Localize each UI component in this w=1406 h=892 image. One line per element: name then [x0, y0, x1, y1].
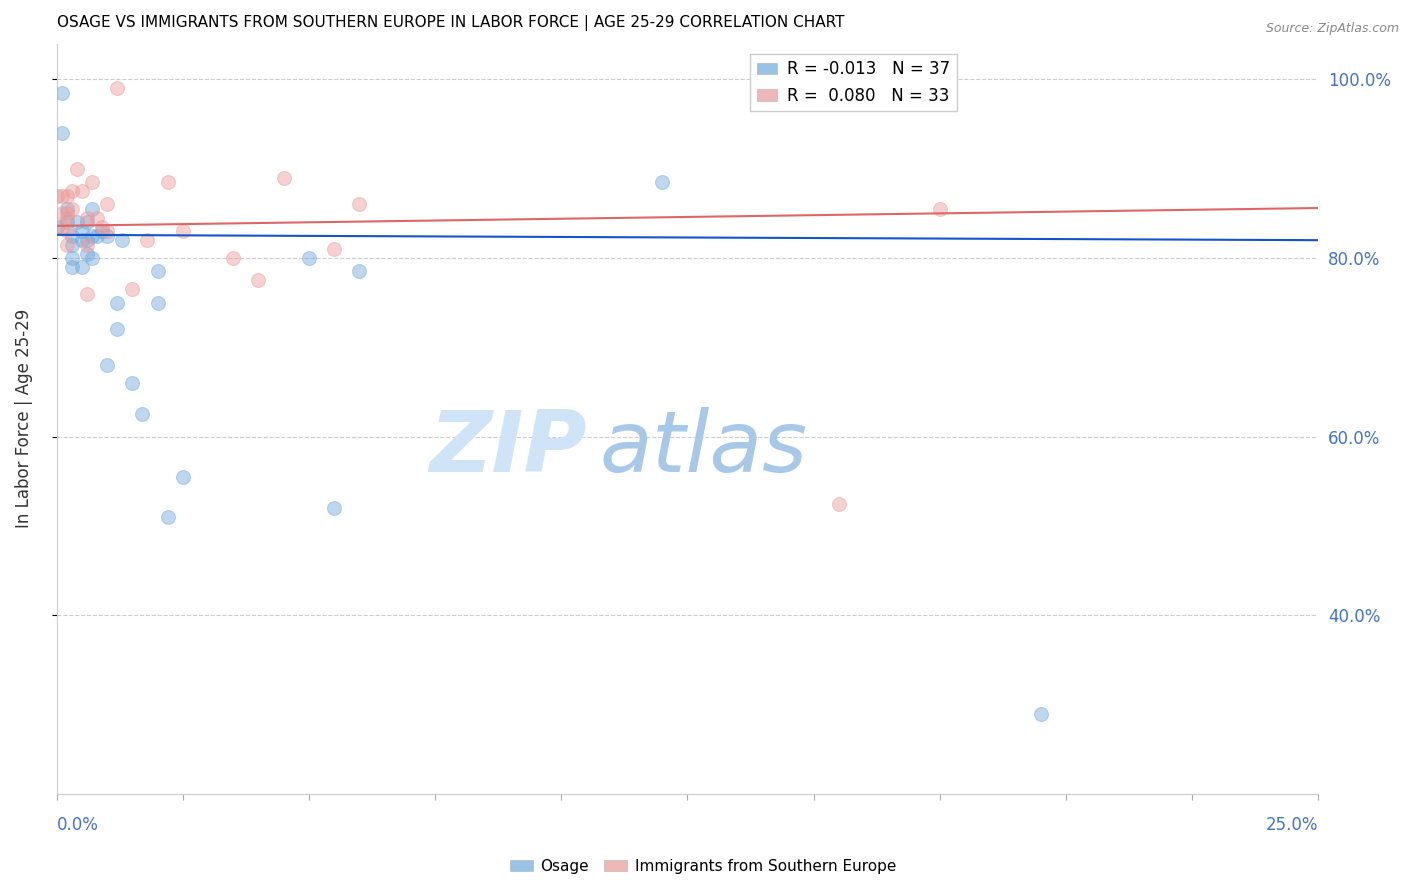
Point	[349, 264, 371, 278]
Point	[60, 251, 83, 265]
Point	[76, 286, 98, 301]
Point	[70, 224, 93, 238]
Point	[298, 251, 321, 265]
Point	[70, 184, 93, 198]
Legend: Osage, Immigrants from Southern Europe: Osage, Immigrants from Southern Europe	[503, 853, 903, 880]
Point	[55, 202, 77, 216]
Point	[105, 81, 128, 95]
Point	[86, 211, 108, 225]
Point	[323, 242, 346, 256]
Point	[51, 206, 73, 220]
Point	[60, 202, 83, 216]
Point	[55, 215, 77, 229]
Point	[60, 260, 83, 274]
Point	[273, 170, 295, 185]
Text: Source: ZipAtlas.com: Source: ZipAtlas.com	[1265, 22, 1399, 36]
Point	[55, 188, 77, 202]
Point	[45, 188, 67, 202]
Text: 25.0%: 25.0%	[1265, 816, 1319, 834]
Point	[55, 237, 77, 252]
Point	[51, 188, 73, 202]
Point	[76, 215, 98, 229]
Point	[1029, 706, 1052, 721]
Point	[60, 228, 83, 243]
Point	[146, 295, 169, 310]
Point	[146, 264, 169, 278]
Point	[51, 126, 73, 140]
Point	[96, 197, 118, 211]
Point	[828, 497, 851, 511]
Text: atlas: atlas	[599, 408, 807, 491]
Point	[60, 237, 83, 252]
Point	[55, 224, 77, 238]
Point	[76, 233, 98, 247]
Point	[105, 322, 128, 336]
Point	[66, 161, 89, 176]
Point	[80, 251, 103, 265]
Point	[111, 233, 134, 247]
Point	[45, 219, 67, 234]
Point	[121, 376, 143, 390]
Point	[156, 510, 179, 524]
Point	[76, 237, 98, 252]
Point	[96, 224, 118, 238]
Point	[80, 228, 103, 243]
Point	[66, 215, 89, 229]
Point	[70, 260, 93, 274]
Point	[928, 202, 950, 216]
Point	[222, 251, 245, 265]
Point	[55, 206, 77, 220]
Text: OSAGE VS IMMIGRANTS FROM SOUTHERN EUROPE IN LABOR FORCE | AGE 25-29 CORRELATION : OSAGE VS IMMIGRANTS FROM SOUTHERN EUROPE…	[56, 15, 844, 31]
Point	[91, 224, 114, 238]
Point	[121, 282, 143, 296]
Point	[91, 219, 114, 234]
Point	[76, 246, 98, 260]
Point	[136, 233, 159, 247]
Legend: R = -0.013   N = 37, R =  0.080   N = 33: R = -0.013 N = 37, R = 0.080 N = 33	[751, 54, 956, 112]
Point	[86, 228, 108, 243]
Text: 0.0%: 0.0%	[56, 816, 98, 834]
Text: ZIP: ZIP	[429, 408, 586, 491]
Point	[96, 228, 118, 243]
Point	[96, 358, 118, 372]
Point	[156, 175, 179, 189]
Point	[651, 175, 673, 189]
Point	[55, 211, 77, 225]
Point	[105, 295, 128, 310]
Point	[51, 219, 73, 234]
Point	[80, 202, 103, 216]
Point	[60, 184, 83, 198]
Point	[349, 197, 371, 211]
Point	[76, 211, 98, 225]
Point	[323, 501, 346, 516]
Point	[247, 273, 270, 287]
Point	[80, 175, 103, 189]
Y-axis label: In Labor Force | Age 25-29: In Labor Force | Age 25-29	[15, 310, 32, 528]
Point	[51, 86, 73, 100]
Point	[172, 470, 194, 484]
Point	[172, 224, 194, 238]
Point	[70, 233, 93, 247]
Point	[131, 408, 153, 422]
